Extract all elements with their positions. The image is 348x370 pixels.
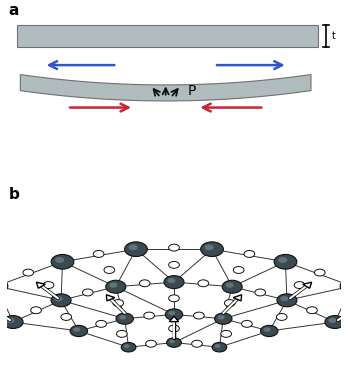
Circle shape (7, 318, 15, 323)
Circle shape (168, 311, 175, 315)
Circle shape (109, 283, 117, 288)
Circle shape (51, 294, 71, 307)
Circle shape (325, 316, 345, 329)
Circle shape (263, 327, 270, 332)
Circle shape (55, 257, 64, 263)
Circle shape (104, 266, 115, 273)
Circle shape (193, 312, 204, 319)
Circle shape (169, 339, 175, 343)
Circle shape (242, 320, 252, 327)
Circle shape (146, 340, 156, 347)
Circle shape (278, 257, 287, 263)
Circle shape (224, 300, 235, 306)
Circle shape (167, 278, 175, 283)
Circle shape (274, 255, 297, 269)
Circle shape (307, 307, 317, 314)
Circle shape (93, 250, 104, 258)
Circle shape (276, 313, 287, 320)
Circle shape (167, 338, 181, 347)
Polygon shape (169, 316, 179, 322)
Circle shape (169, 261, 179, 268)
Circle shape (226, 283, 234, 288)
Text: a: a (9, 3, 19, 18)
Polygon shape (36, 282, 45, 288)
Circle shape (261, 325, 278, 337)
Circle shape (218, 315, 224, 320)
Circle shape (212, 343, 227, 352)
Circle shape (144, 312, 155, 319)
Circle shape (198, 280, 209, 287)
Circle shape (113, 300, 124, 306)
Circle shape (129, 245, 138, 250)
Circle shape (82, 289, 93, 296)
Circle shape (106, 280, 126, 293)
Circle shape (255, 289, 266, 296)
Text: t: t (332, 31, 335, 41)
Circle shape (3, 316, 23, 329)
Circle shape (344, 281, 348, 287)
Circle shape (192, 340, 202, 347)
Circle shape (169, 295, 179, 302)
Circle shape (215, 344, 221, 348)
Circle shape (280, 296, 288, 301)
Circle shape (277, 294, 297, 307)
Circle shape (73, 327, 80, 332)
Circle shape (222, 280, 242, 293)
Circle shape (221, 330, 231, 337)
Text: b: b (9, 187, 19, 202)
Circle shape (117, 330, 127, 337)
Circle shape (244, 250, 255, 258)
Polygon shape (17, 24, 318, 47)
Circle shape (125, 242, 147, 256)
Circle shape (215, 313, 232, 324)
Circle shape (329, 318, 337, 323)
Polygon shape (233, 295, 242, 301)
Circle shape (0, 279, 8, 293)
Circle shape (169, 244, 179, 251)
Polygon shape (303, 282, 312, 288)
Circle shape (340, 279, 348, 293)
Circle shape (205, 245, 214, 250)
Circle shape (61, 313, 72, 320)
Circle shape (23, 269, 34, 276)
Circle shape (51, 255, 74, 269)
Circle shape (96, 320, 106, 327)
Polygon shape (20, 74, 311, 101)
Circle shape (121, 343, 136, 352)
Circle shape (70, 325, 87, 337)
Circle shape (119, 315, 126, 320)
Polygon shape (106, 295, 115, 301)
Circle shape (116, 313, 133, 324)
Circle shape (164, 276, 184, 289)
Circle shape (169, 325, 179, 332)
Circle shape (233, 266, 244, 273)
Circle shape (43, 282, 54, 289)
Text: P: P (187, 84, 196, 98)
Circle shape (314, 269, 325, 276)
Circle shape (31, 307, 41, 314)
Circle shape (55, 296, 63, 301)
Circle shape (165, 309, 183, 320)
Circle shape (139, 280, 150, 287)
Circle shape (201, 242, 223, 256)
Circle shape (294, 282, 305, 289)
Circle shape (124, 344, 130, 348)
